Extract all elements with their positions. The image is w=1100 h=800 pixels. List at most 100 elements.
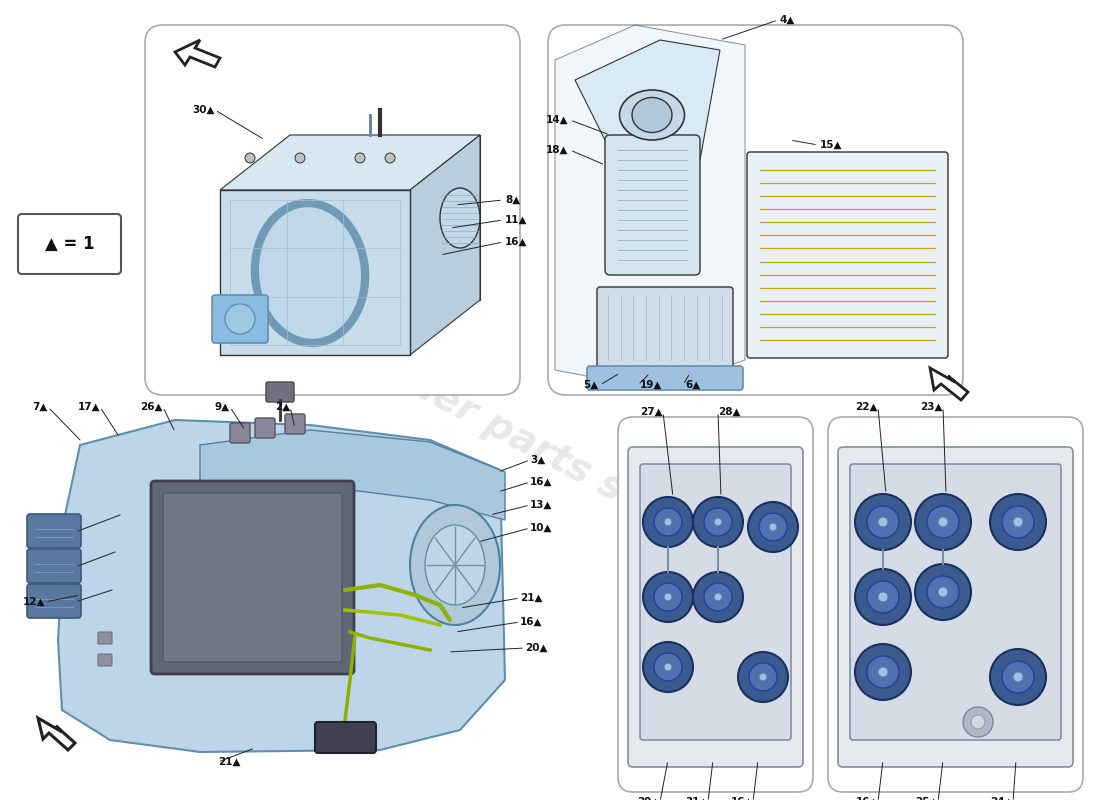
Circle shape [971, 715, 984, 729]
Text: 16▲: 16▲ [856, 797, 878, 800]
Circle shape [654, 508, 682, 536]
Text: 28▲: 28▲ [718, 407, 740, 417]
Polygon shape [220, 135, 480, 190]
Text: 15▲: 15▲ [820, 140, 843, 150]
Circle shape [759, 673, 767, 681]
Circle shape [962, 707, 993, 737]
Text: 10▲: 10▲ [530, 523, 552, 533]
FancyBboxPatch shape [98, 632, 112, 644]
Circle shape [644, 497, 693, 547]
Circle shape [927, 576, 959, 608]
Circle shape [714, 518, 722, 526]
Circle shape [738, 652, 788, 702]
FancyBboxPatch shape [18, 214, 121, 274]
Polygon shape [410, 135, 480, 355]
FancyBboxPatch shape [747, 152, 948, 358]
Circle shape [855, 644, 911, 700]
FancyBboxPatch shape [838, 447, 1072, 767]
Text: 16▲: 16▲ [520, 617, 542, 627]
FancyBboxPatch shape [597, 287, 733, 368]
FancyBboxPatch shape [151, 481, 354, 674]
Circle shape [938, 517, 948, 527]
Ellipse shape [619, 90, 684, 140]
Circle shape [915, 564, 971, 620]
FancyBboxPatch shape [230, 423, 250, 443]
Text: 24▲: 24▲ [990, 797, 1013, 800]
Circle shape [245, 153, 255, 163]
Text: ▲ = 1: ▲ = 1 [45, 235, 95, 253]
Circle shape [693, 572, 742, 622]
Circle shape [878, 667, 888, 677]
Circle shape [664, 518, 672, 526]
Circle shape [990, 494, 1046, 550]
Circle shape [704, 508, 732, 536]
Text: 16▲: 16▲ [730, 797, 754, 800]
Text: 4▲: 4▲ [780, 15, 795, 25]
FancyBboxPatch shape [28, 549, 81, 583]
Text: 22▲: 22▲ [856, 402, 878, 412]
Text: 26▲: 26▲ [141, 402, 163, 412]
Circle shape [664, 663, 672, 671]
Text: 20▲: 20▲ [525, 643, 548, 653]
Text: 18▲: 18▲ [546, 145, 568, 155]
FancyBboxPatch shape [145, 25, 520, 395]
FancyBboxPatch shape [285, 414, 305, 434]
FancyBboxPatch shape [163, 493, 342, 662]
Circle shape [644, 642, 693, 692]
Polygon shape [175, 40, 220, 67]
Circle shape [1002, 661, 1034, 693]
Circle shape [938, 587, 948, 597]
Circle shape [664, 593, 672, 601]
Text: 11▲: 11▲ [505, 215, 528, 225]
Circle shape [1013, 517, 1023, 527]
Text: dealer parts since 1962: dealer parts since 1962 [343, 332, 817, 608]
Circle shape [867, 506, 899, 538]
Circle shape [915, 494, 971, 550]
FancyBboxPatch shape [255, 418, 275, 438]
Text: 5▲: 5▲ [583, 380, 598, 390]
FancyBboxPatch shape [548, 25, 962, 395]
Text: 7▲: 7▲ [33, 402, 48, 412]
Text: 8▲: 8▲ [505, 195, 520, 205]
Circle shape [1002, 506, 1034, 538]
Circle shape [867, 656, 899, 688]
Polygon shape [39, 718, 75, 750]
Text: 23▲: 23▲ [921, 402, 943, 412]
FancyBboxPatch shape [828, 417, 1084, 792]
Text: 21▲: 21▲ [520, 593, 542, 603]
FancyBboxPatch shape [212, 295, 268, 343]
FancyBboxPatch shape [28, 514, 81, 548]
Text: 25▲: 25▲ [915, 797, 938, 800]
Circle shape [654, 653, 682, 681]
Circle shape [927, 506, 959, 538]
Text: 16▲: 16▲ [505, 237, 528, 247]
FancyBboxPatch shape [618, 417, 813, 792]
Circle shape [704, 583, 732, 611]
FancyBboxPatch shape [587, 366, 742, 390]
Text: 12▲: 12▲ [22, 597, 45, 607]
Text: 14▲: 14▲ [546, 115, 568, 125]
Text: elsp: elsp [595, 229, 805, 371]
Polygon shape [556, 25, 745, 390]
FancyBboxPatch shape [605, 135, 700, 275]
Circle shape [644, 572, 693, 622]
FancyBboxPatch shape [640, 464, 791, 740]
Text: 3▲: 3▲ [530, 455, 546, 465]
FancyBboxPatch shape [266, 382, 294, 402]
Circle shape [1013, 672, 1023, 682]
Text: 17▲: 17▲ [77, 402, 100, 412]
Circle shape [714, 593, 722, 601]
Circle shape [385, 153, 395, 163]
Text: 6▲: 6▲ [685, 380, 701, 390]
Circle shape [749, 663, 777, 691]
Circle shape [855, 569, 911, 625]
FancyBboxPatch shape [28, 584, 81, 618]
Text: 2▲: 2▲ [275, 402, 290, 412]
Circle shape [990, 649, 1046, 705]
Text: 19▲: 19▲ [640, 380, 662, 390]
FancyBboxPatch shape [315, 722, 376, 753]
FancyBboxPatch shape [98, 654, 112, 666]
Ellipse shape [440, 188, 480, 248]
Circle shape [295, 153, 305, 163]
Polygon shape [290, 135, 480, 300]
